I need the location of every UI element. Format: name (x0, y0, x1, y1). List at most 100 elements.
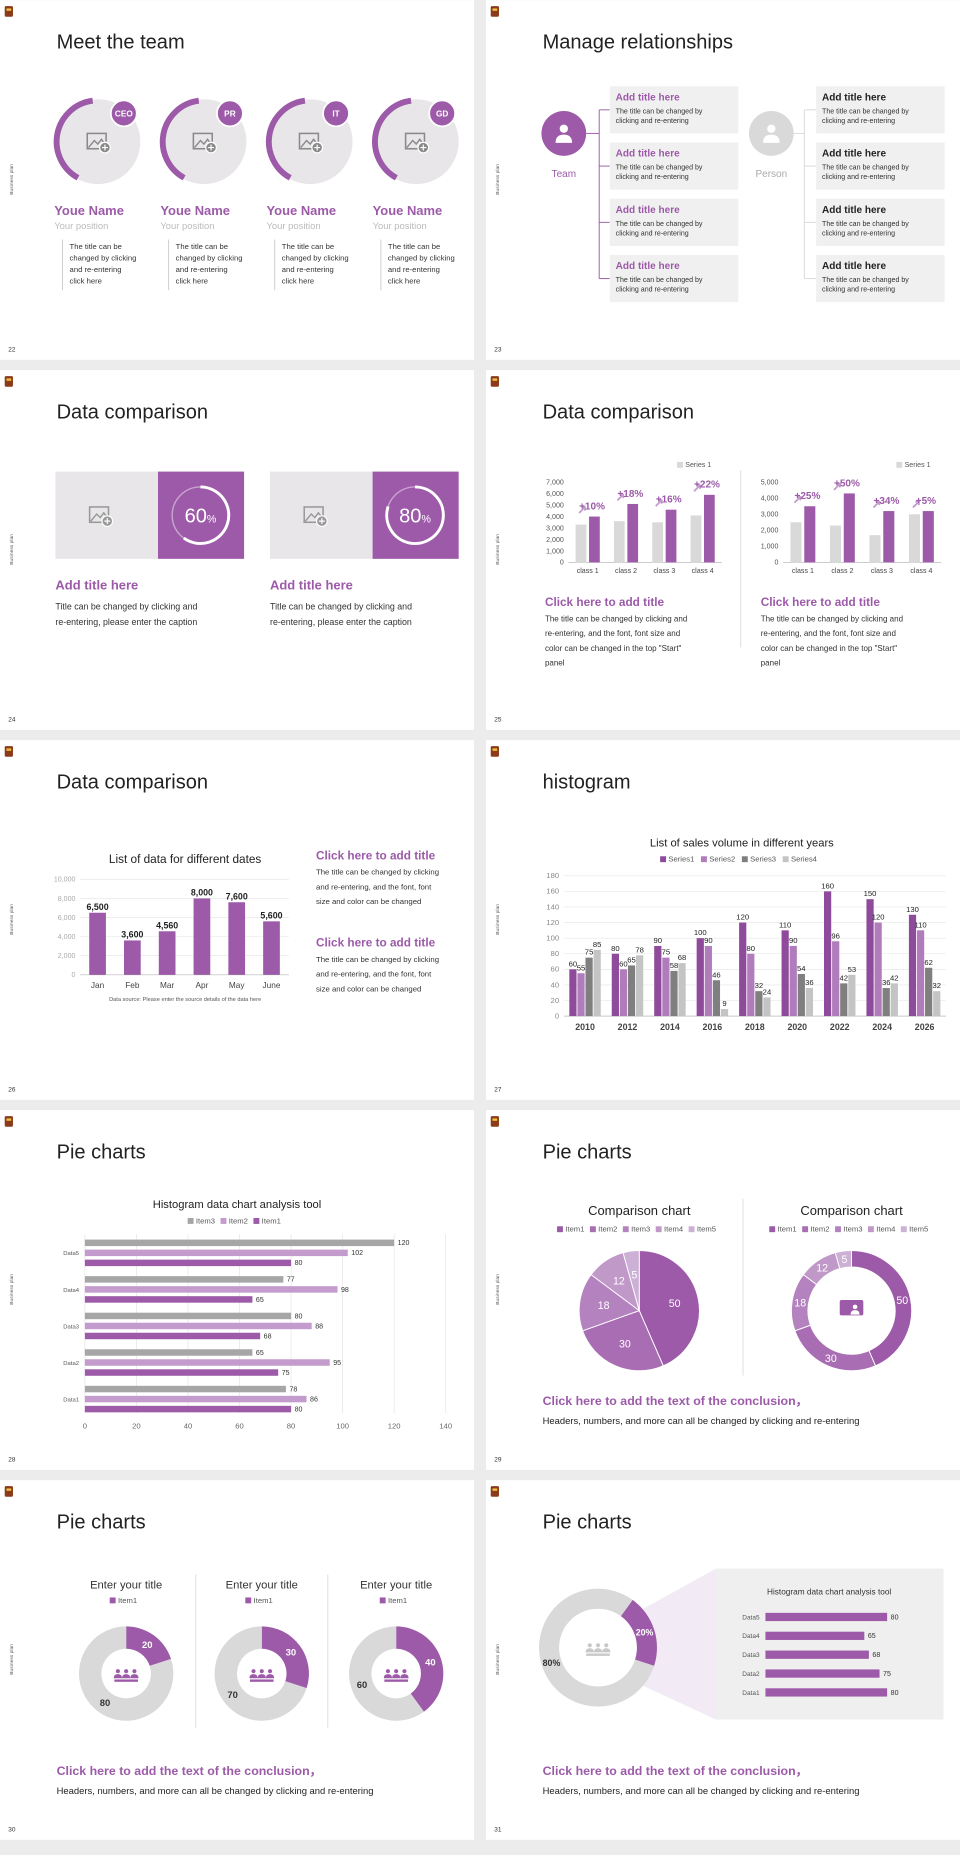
y-tick-label: 4,000 (546, 514, 564, 521)
slice-label: 80 (100, 1697, 110, 1708)
legend-marker (867, 1226, 874, 1233)
bar (890, 983, 898, 1017)
slide-title: Pie charts (543, 1142, 632, 1164)
text-line: clicking and re-entering (822, 174, 895, 181)
slide: Business plan 29 Pie charts Comparison char… (486, 1110, 960, 1470)
bar (577, 973, 585, 1017)
legend-marker (835, 1226, 841, 1233)
page-number: 28 (8, 1457, 16, 1464)
ring-number: 80 (399, 505, 421, 527)
legend-label: Item3 (631, 1225, 650, 1234)
group-label: Person (755, 169, 787, 180)
bar (84, 1296, 253, 1303)
slice-label: 20 (142, 1639, 152, 1650)
group-icon (748, 111, 794, 156)
value-label: 75 (585, 948, 594, 957)
slide-title: Meet the team (57, 32, 185, 54)
text-line: clicking and re-entering (822, 287, 895, 294)
ring-value: 80% (399, 505, 431, 527)
slice-label: 30 (619, 1338, 631, 1350)
chart-title: List of sales volume in different years (650, 837, 834, 849)
value-label: 75 (662, 948, 671, 957)
conclusion-text: Headers, numbers, and more can all be ch… (57, 1785, 374, 1796)
value-label: 60 (619, 959, 628, 968)
bar (84, 1286, 338, 1293)
value-label: 53 (848, 965, 857, 974)
value-label: 85 (593, 940, 602, 949)
slide-title: Pie charts (57, 1142, 146, 1164)
legend-label: Item2 (810, 1225, 829, 1234)
image-panel (270, 471, 373, 559)
page-number: 31 (494, 1827, 502, 1834)
pie-slice (582, 1310, 664, 1372)
slide-title: Manage relationships (543, 32, 733, 54)
block-title: Click here to add title (761, 596, 881, 609)
box-text: The title can be changed by clicking and… (822, 221, 911, 237)
bar (569, 969, 577, 1017)
member-text: The title can be changed by clicking and… (176, 242, 245, 286)
bar (908, 914, 917, 1017)
value-label: 42 (890, 973, 899, 982)
page-number: 24 (8, 717, 16, 724)
conclusion-title: Click here to add the text of the conclu… (543, 1394, 808, 1408)
x-tick-label: 40 (184, 1422, 193, 1431)
bar (882, 988, 890, 1017)
annotation-arrow (655, 499, 663, 507)
text-line: The title can be changed by clicking and (761, 614, 906, 623)
legend-marker (187, 1218, 194, 1224)
logo (6, 8, 12, 11)
x-tick-label: Apr (195, 981, 208, 990)
side-label: Business plan (495, 164, 501, 195)
value-label: 77 (287, 1277, 295, 1284)
image-icon (406, 138, 424, 149)
person-icon (265, 1674, 275, 1679)
value-label: 75 (282, 1370, 290, 1377)
image-icon (192, 132, 214, 150)
person-icon (115, 1669, 120, 1674)
person-icon (850, 1310, 860, 1315)
y-tick-label: Data3 (63, 1324, 79, 1330)
text-line: The title can be changed by (616, 108, 705, 115)
value-label: 65 (256, 1297, 264, 1304)
image-icon (300, 138, 318, 149)
block-title: Click here to add title (316, 937, 436, 950)
bar (84, 1239, 395, 1247)
box-text: The title can be changed by clicking and… (822, 108, 911, 124)
logo (6, 378, 12, 381)
x-tick-label: class 1 (577, 568, 599, 575)
bar (922, 511, 934, 563)
value-label: 80 (747, 944, 756, 953)
annotation: +18% (617, 489, 643, 500)
text-line: The title can be changed by (616, 165, 705, 172)
x-tick-label: 120 (388, 1422, 401, 1431)
chart-title: Histogram data chart analysis tool (153, 1199, 322, 1211)
bar (652, 522, 663, 563)
x-tick-label: class 4 (692, 568, 714, 575)
x-tick-label: class 3 (653, 568, 675, 575)
value-label: 90 (704, 936, 713, 945)
member-text: The title can be changed by clicking and… (282, 242, 351, 286)
ring-unit: % (207, 513, 217, 525)
slice-label: 80% (543, 1658, 561, 1668)
block-text: The title can be changed by clicking and… (316, 955, 441, 993)
bar (84, 1405, 292, 1413)
conclusion-text: Headers, numbers, and more can all be ch… (543, 1785, 860, 1796)
block-text: The title can be changed by clicking and… (545, 614, 690, 667)
chart-title: Enter your title (360, 1580, 432, 1592)
person-icon (767, 124, 776, 133)
legend-label: Item1 (262, 1216, 281, 1225)
pie-slice (396, 1626, 444, 1712)
image-icon (90, 511, 108, 522)
annotation-arrow (912, 500, 920, 509)
text-line: changed by clicking (70, 254, 139, 263)
logo (492, 378, 498, 381)
logo (492, 8, 498, 11)
x-tick-label: Mar (160, 981, 174, 990)
bar (874, 922, 882, 1017)
x-tick-label: class 1 (792, 568, 814, 575)
slice-label: 50 (669, 1298, 681, 1310)
box-title: Add title here (616, 149, 680, 160)
image-icon (86, 132, 107, 150)
person-icon (259, 1669, 264, 1674)
box (816, 86, 945, 134)
